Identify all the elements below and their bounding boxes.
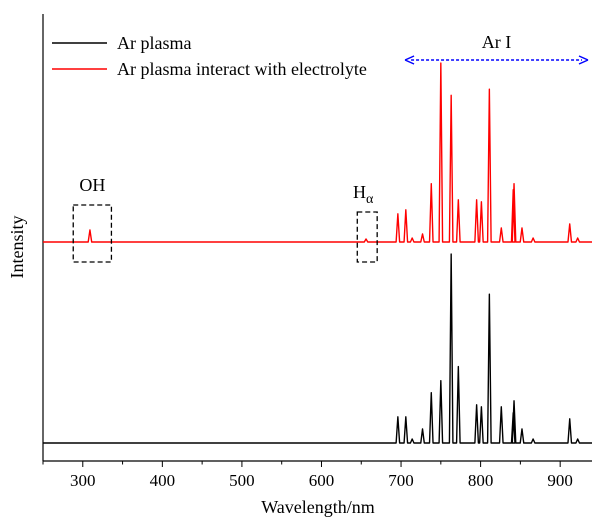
x-tick-label: 400 [150,471,176,490]
x-tick-label: 300 [70,471,96,490]
h-alpha-highlight-box [356,211,378,263]
series-line-0 [43,253,592,444]
h-alpha-label-subscript: α [366,192,374,207]
ar-i-arrow-head-left [404,55,415,65]
annotations: OH Hα Ar I [72,32,589,263]
h-alpha-label-main: H [353,182,366,202]
ar-i-label: Ar I [482,32,512,52]
x-tick-label: 600 [309,471,335,490]
x-tick-label: 700 [388,471,414,490]
legend-label-ar-plasma: Ar plasma [117,33,191,53]
spectra [43,62,592,444]
x-tick-label: 500 [229,471,255,490]
x-tick-label: 800 [468,471,494,490]
x-tick-label: 900 [547,471,573,490]
legend-label-ar-plasma-electrolyte: Ar plasma interact with electrolyte [117,59,367,79]
series-line-1 [43,62,592,243]
oh-label: OH [79,175,105,195]
oh-highlight-box [72,204,113,263]
x-ticks: 300 400 500 600 700 800 900 [42,461,573,490]
ar-i-arrow-head-right [578,55,589,65]
x-axis-label: Wavelength/nm [261,497,375,517]
legend: Ar plasma Ar plasma interact with electr… [52,33,367,79]
h-alpha-label: Hα [353,182,374,207]
y-axis-label: Intensity [7,216,27,279]
